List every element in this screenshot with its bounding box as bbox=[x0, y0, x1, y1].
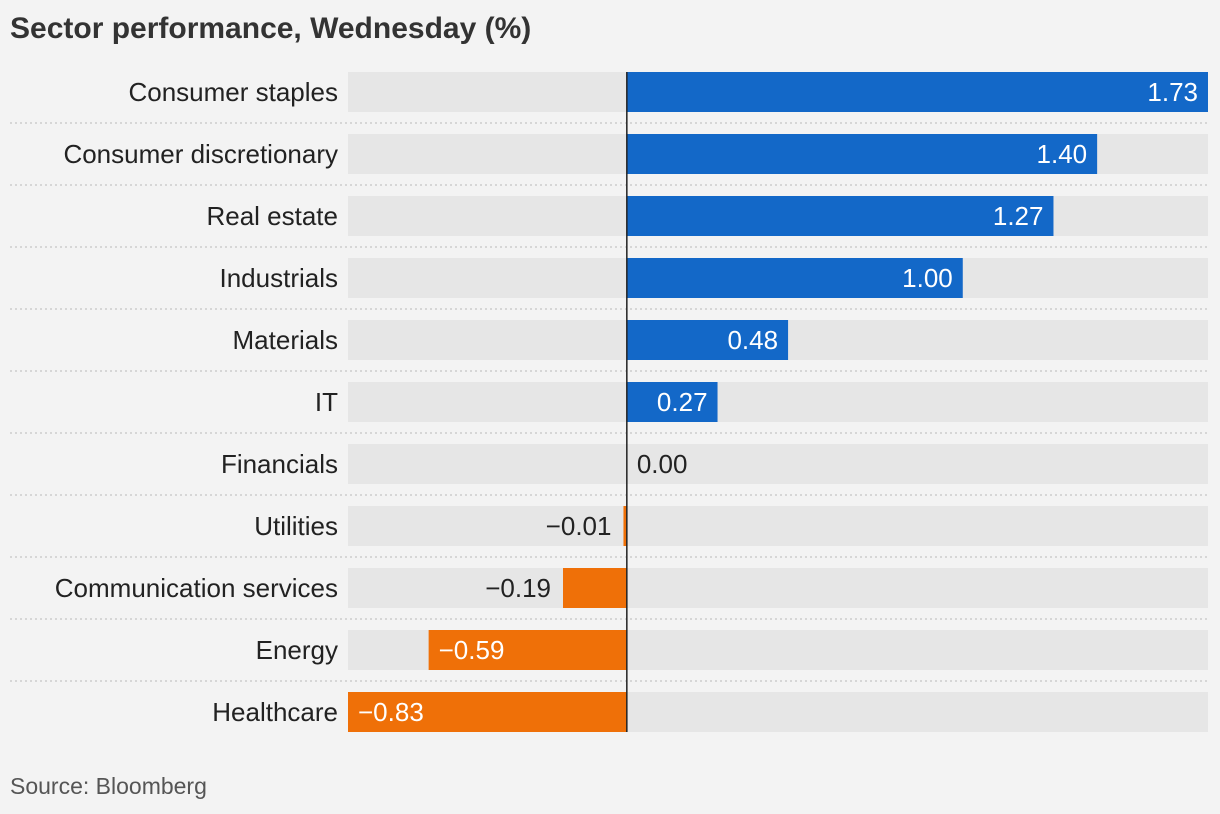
category-label: Industrials bbox=[220, 263, 339, 293]
value-label: −0.59 bbox=[439, 635, 505, 665]
bar bbox=[623, 506, 627, 546]
bar-track bbox=[348, 568, 1208, 608]
category-label: Materials bbox=[233, 325, 338, 355]
value-label: 0.27 bbox=[657, 387, 708, 417]
value-label: −0.01 bbox=[546, 511, 612, 541]
category-label: Financials bbox=[221, 449, 338, 479]
bar bbox=[626, 258, 963, 298]
value-label: 1.00 bbox=[902, 263, 953, 293]
bar bbox=[563, 568, 627, 608]
value-label: 1.73 bbox=[1147, 77, 1198, 107]
bar-track bbox=[348, 382, 1208, 422]
bar bbox=[626, 72, 1208, 112]
value-label: 0.00 bbox=[637, 449, 688, 479]
category-label: Real estate bbox=[206, 201, 338, 231]
category-label: Communication services bbox=[55, 573, 338, 603]
category-label: Consumer staples bbox=[128, 77, 338, 107]
value-label: 0.48 bbox=[727, 325, 778, 355]
category-label: IT bbox=[315, 387, 338, 417]
category-label: Healthcare bbox=[212, 697, 338, 727]
bar-chart: Consumer staples 1.73 Consumer discretiona… bbox=[10, 72, 1208, 732]
bar bbox=[626, 134, 1098, 174]
bar bbox=[348, 692, 627, 732]
value-label: 1.40 bbox=[1037, 139, 1088, 169]
value-label: −0.83 bbox=[358, 697, 424, 727]
category-label: Utilities bbox=[254, 511, 338, 541]
category-label: Consumer discretionary bbox=[63, 139, 338, 169]
bar bbox=[428, 630, 627, 670]
source-note: Source: Bloomberg bbox=[10, 773, 207, 799]
bar bbox=[626, 320, 789, 360]
bar bbox=[626, 196, 1054, 236]
bar bbox=[626, 382, 718, 422]
value-label: −0.19 bbox=[485, 573, 551, 603]
chart-title: Sector performance, Wednesday (%) bbox=[10, 12, 532, 45]
category-label: Energy bbox=[256, 635, 338, 665]
value-label: 1.27 bbox=[993, 201, 1044, 231]
bar-track bbox=[348, 506, 1208, 546]
bar-track bbox=[348, 444, 1208, 484]
